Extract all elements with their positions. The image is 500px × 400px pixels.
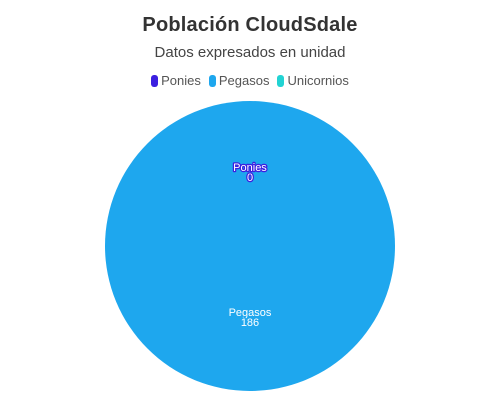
legend-item-pegasos[interactable]: Pegasos [208,73,270,88]
legend-item-ponies[interactable]: Ponies [151,73,201,88]
legend-item-unicornios[interactable]: Unicornios [277,73,349,88]
chart-title: Población CloudSdale [142,14,358,36]
data-label-value-ponies: 0 [247,172,253,184]
legend-swatch-unicornios [277,74,285,87]
data-label-value-pegasos: 186 [241,317,259,329]
legend-label-ponies: Ponies [161,73,201,88]
legend-swatch-ponies [151,74,159,87]
chart-legend: Ponies Pegasos Unicornios [0,73,500,88]
data-label-name-ponies: Ponies [233,162,267,174]
pie-slice-pegasos[interactable] [105,101,395,391]
data-label-name-pegasos: Pegasos [229,307,272,319]
legend-label-pegasos: Pegasos [218,73,270,88]
legend-label-unicornios: Unicornios [287,73,349,88]
chart-subtitle: Datos expresados en unidad [154,44,346,61]
legend-swatch-pegasos [208,74,216,87]
